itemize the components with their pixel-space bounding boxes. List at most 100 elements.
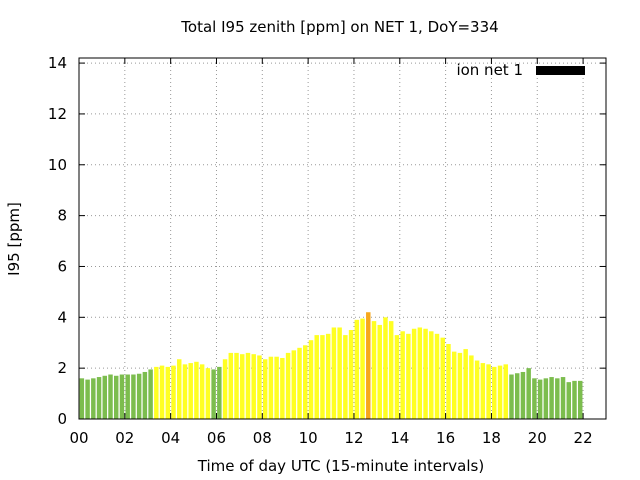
- bar: [136, 373, 142, 419]
- bar: [108, 374, 113, 419]
- bar: [119, 374, 125, 419]
- bar: [434, 333, 440, 419]
- bar: [543, 378, 549, 419]
- x-tick-label: 06: [207, 429, 226, 447]
- bar: [96, 377, 102, 419]
- legend-swatch: [536, 66, 585, 75]
- bar: [217, 366, 222, 419]
- bar: [331, 327, 337, 419]
- chart-title: Total I95 zenith [ppm] on NET 1, DoY=334: [180, 18, 498, 36]
- bar: [285, 352, 291, 419]
- bar: [308, 340, 314, 419]
- bar: [148, 369, 153, 419]
- bar: [532, 378, 537, 419]
- x-tick-label: 10: [299, 429, 318, 447]
- bar: [388, 321, 394, 419]
- bar: [280, 357, 285, 419]
- bar: [125, 374, 130, 419]
- bar: [348, 330, 354, 419]
- x-tick-label: 04: [161, 429, 180, 447]
- bar: [262, 359, 268, 419]
- bar: [171, 365, 176, 419]
- bar: [245, 352, 251, 419]
- y-tick-label: 14: [48, 54, 67, 72]
- y-axis-label: I95 [ppm]: [5, 202, 23, 276]
- bar: [577, 380, 583, 419]
- bar: [371, 321, 377, 419]
- bar: [343, 335, 348, 419]
- bar: [446, 344, 451, 419]
- bar: [480, 363, 486, 419]
- bar: [440, 337, 445, 419]
- bar: [549, 377, 554, 419]
- x-tick-label: 08: [253, 429, 272, 447]
- y-tick-label: 6: [57, 257, 67, 275]
- bar: [194, 361, 199, 419]
- bar: [377, 324, 382, 419]
- plot-frame: [78, 57, 607, 420]
- bar: [451, 351, 457, 419]
- bar: [417, 327, 423, 419]
- bar: [463, 349, 468, 419]
- bar: [360, 318, 365, 419]
- x-tick-label: 20: [528, 429, 547, 447]
- bar: [131, 374, 136, 419]
- bar: [303, 345, 308, 419]
- bar: [486, 364, 491, 419]
- bar: [297, 347, 302, 419]
- bar: [79, 378, 85, 419]
- bar: [159, 365, 165, 419]
- bar: [314, 335, 319, 419]
- bar: [429, 331, 434, 419]
- bar: [520, 371, 526, 419]
- bar: [394, 335, 400, 419]
- bar: [423, 328, 428, 419]
- x-tick-label: 02: [115, 429, 134, 447]
- y-tick-label: 8: [57, 207, 67, 225]
- bar: [291, 350, 297, 419]
- legend-label: ion net 1: [456, 61, 523, 79]
- bar: [234, 352, 239, 419]
- bar: [400, 331, 405, 419]
- bar: [102, 375, 108, 419]
- bar: [469, 355, 474, 419]
- y-tick-label: 4: [57, 308, 67, 326]
- bar: [555, 378, 560, 419]
- x-tick-label: 16: [436, 429, 455, 447]
- y-tick-label: 2: [57, 359, 67, 377]
- bar: [113, 375, 119, 419]
- bar: [199, 364, 205, 419]
- bar: [383, 317, 388, 419]
- bar: [222, 359, 228, 419]
- x-tick-label: 18: [482, 429, 501, 447]
- bar: [165, 366, 171, 419]
- bar: [154, 366, 159, 419]
- y-tick-label: 12: [48, 105, 67, 123]
- x-tick-label: 14: [390, 429, 409, 447]
- bar: [509, 374, 514, 419]
- bar: [257, 355, 262, 419]
- bar: [497, 365, 503, 419]
- bar: [337, 327, 342, 419]
- bar: [406, 333, 411, 419]
- bar: [188, 363, 193, 419]
- bar: [354, 319, 360, 419]
- bar: [240, 354, 245, 419]
- bar: [228, 352, 234, 419]
- bar: [503, 364, 508, 419]
- bar: [177, 359, 182, 419]
- bar: [91, 378, 96, 419]
- bar: [560, 377, 566, 419]
- bar: [492, 366, 497, 419]
- x-tick-label: 00: [69, 429, 88, 447]
- bar: [457, 352, 463, 419]
- bar: [411, 328, 417, 419]
- grid: [79, 58, 606, 419]
- bar: [85, 379, 90, 419]
- bar: [474, 360, 480, 419]
- bar: [268, 356, 274, 419]
- bars: [79, 312, 583, 419]
- bar: [211, 369, 216, 419]
